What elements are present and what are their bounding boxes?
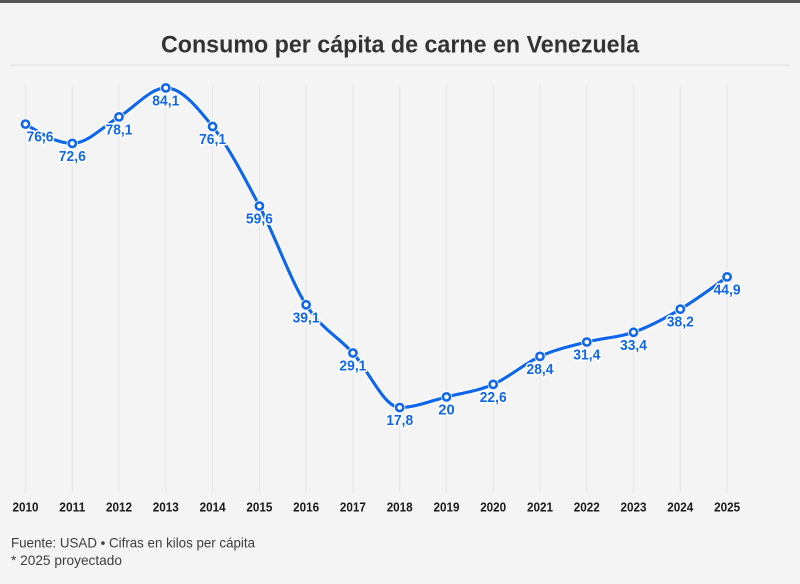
- svg-text:2011: 2011: [59, 501, 85, 515]
- svg-text:* 2025 proyectado: * 2025 proyectado: [11, 552, 122, 568]
- svg-text:20: 20: [438, 401, 455, 418]
- svg-text:29,1: 29,1: [339, 358, 366, 375]
- svg-text:59,6: 59,6: [246, 211, 273, 228]
- svg-text:76,6: 76,6: [27, 129, 54, 146]
- svg-text:2010: 2010: [13, 501, 39, 515]
- svg-text:Consumo per cápita de carne en: Consumo per cápita de carne en Venezuela: [161, 32, 640, 59]
- svg-text:Fuente: USAD • Cifras en kilos: Fuente: USAD • Cifras en kilos per cápit…: [11, 535, 255, 551]
- svg-text:2024: 2024: [667, 501, 693, 515]
- svg-text:33,4: 33,4: [620, 337, 648, 354]
- svg-text:72,6: 72,6: [59, 148, 86, 165]
- svg-text:22,6: 22,6: [480, 389, 507, 406]
- svg-text:2012: 2012: [106, 501, 132, 515]
- svg-text:38,2: 38,2: [667, 314, 694, 331]
- svg-text:2019: 2019: [434, 501, 460, 515]
- svg-text:28,4: 28,4: [527, 361, 555, 378]
- svg-text:2022: 2022: [574, 501, 600, 515]
- svg-text:84,1: 84,1: [152, 92, 179, 109]
- svg-text:78,1: 78,1: [106, 121, 133, 138]
- svg-text:2016: 2016: [293, 501, 319, 515]
- svg-text:2017: 2017: [340, 501, 366, 515]
- svg-text:17,8: 17,8: [386, 412, 413, 429]
- svg-text:2015: 2015: [246, 501, 272, 515]
- svg-text:2018: 2018: [387, 501, 413, 515]
- svg-text:2023: 2023: [621, 501, 647, 515]
- svg-text:2020: 2020: [480, 501, 506, 515]
- svg-text:2021: 2021: [527, 501, 553, 515]
- svg-text:2013: 2013: [153, 501, 179, 515]
- svg-text:2014: 2014: [200, 501, 226, 515]
- svg-text:2025: 2025: [714, 501, 740, 515]
- svg-text:39,1: 39,1: [293, 309, 320, 326]
- svg-text:76,1: 76,1: [199, 131, 226, 148]
- svg-text:31,4: 31,4: [573, 347, 601, 364]
- svg-text:44,9: 44,9: [714, 281, 741, 298]
